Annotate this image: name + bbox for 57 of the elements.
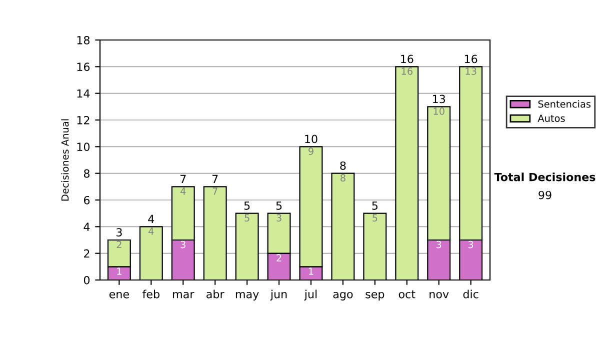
total-label: 13 <box>433 94 446 104</box>
x-tick-label: ene <box>109 292 129 298</box>
data-label: 3 <box>276 214 282 222</box>
y-tick-label: 0 <box>84 276 90 284</box>
x-tick-label: may <box>236 292 259 300</box>
data-label: 4 <box>148 228 154 235</box>
data-label: 3 <box>436 240 442 248</box>
y-tick-label: 14 <box>77 89 90 98</box>
x-tick-label: abr <box>206 290 224 298</box>
x-tick-label: mar <box>173 292 194 298</box>
x-tick-label: feb <box>142 290 160 298</box>
data-label: 1 <box>117 268 122 275</box>
total-label: 3 <box>116 228 122 237</box>
y-tick-label: 2 <box>84 249 90 258</box>
y-tick-label: 18 <box>77 36 90 44</box>
total-label: 5 <box>276 202 282 210</box>
x-tick-label: ago <box>333 292 353 300</box>
y-tick-label: 16 <box>77 62 90 72</box>
data-label: 10 <box>434 108 444 115</box>
y-tick-label: 12 <box>77 116 90 124</box>
total-label: 7 <box>180 174 186 184</box>
data-label: 3 <box>468 240 474 248</box>
data-label: 2 <box>276 254 282 262</box>
data-label: 2 <box>116 240 122 248</box>
data-label: 16 <box>402 68 412 75</box>
total-label: 5 <box>244 202 250 210</box>
total-label: 5 <box>372 202 378 210</box>
y-axis-title: Decisiones Anual <box>61 119 69 201</box>
y-tick-label: 4 <box>84 222 90 231</box>
legend-label: Sentencias <box>538 100 591 108</box>
text: Total Decisiones <box>494 172 596 182</box>
data-label: 9 <box>308 148 314 155</box>
y-tick-label: 6 <box>84 196 90 204</box>
total-label: 4 <box>148 214 154 224</box>
text: 99 <box>538 190 552 200</box>
x-tick-label: jul <box>304 290 317 300</box>
total-label: 16 <box>401 54 414 64</box>
x-tick-label: jun <box>270 290 287 300</box>
data-label: 5 <box>244 214 250 222</box>
total-label: 8 <box>340 161 346 170</box>
data-label: 8 <box>340 174 346 182</box>
y-tick-label: 10 <box>77 142 90 152</box>
x-tick-label: sep <box>366 292 384 300</box>
data-label: 4 <box>180 188 186 195</box>
data-label: 3 <box>180 240 186 248</box>
data-label: 1 <box>308 268 314 275</box>
data-label: 5 <box>372 214 378 222</box>
data-label: 7 <box>212 188 218 195</box>
y-tick-label: 8 <box>84 169 90 178</box>
x-tick-label: dic <box>463 290 478 298</box>
total-label: 10 <box>305 134 318 144</box>
x-tick-label: nov <box>430 292 449 298</box>
data-label: 13 <box>466 68 476 75</box>
total-label: 7 <box>212 174 218 184</box>
total-label: 16 <box>464 54 478 64</box>
legend-label: Autos <box>538 114 565 122</box>
x-tick-label: oct <box>398 290 416 298</box>
